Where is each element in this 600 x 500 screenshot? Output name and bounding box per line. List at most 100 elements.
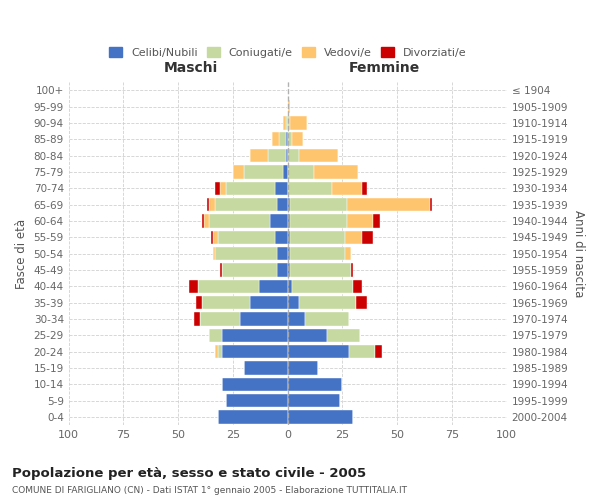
Bar [259,280,287,293]
Bar [279,132,286,146]
Bar [213,247,215,260]
Bar [209,198,215,211]
Bar [222,378,287,391]
Bar [287,312,305,326]
Text: COMUNE DI FARIGLIANO (CN) - Dati ISTAT 1° gennaio 2005 - Elaborazione TUTTITALIA: COMUNE DI FARIGLIANO (CN) - Dati ISTAT 1… [12,486,407,495]
Bar [287,280,292,293]
Bar [290,214,347,228]
Bar [213,230,218,244]
Bar [206,198,209,211]
Bar [373,214,380,228]
Bar [287,100,290,113]
Bar [277,198,287,211]
Bar [198,280,259,293]
Bar [233,165,244,178]
Bar [430,198,432,211]
Bar [292,280,353,293]
Bar [299,149,338,162]
Bar [215,198,277,211]
Bar [275,182,287,195]
Bar [287,361,319,374]
Bar [287,296,299,310]
Bar [218,410,287,424]
Bar [268,149,286,162]
Bar [215,247,277,260]
Bar [347,198,430,211]
Bar [272,132,279,146]
Bar [287,116,290,130]
Bar [189,280,198,293]
Bar [200,312,239,326]
Bar [344,247,351,260]
Bar [277,247,287,260]
Bar [286,116,287,130]
Bar [290,198,347,211]
Bar [356,296,367,310]
Bar [226,182,275,195]
Bar [290,247,344,260]
Bar [327,328,360,342]
Bar [275,230,287,244]
Bar [286,132,287,146]
Y-axis label: Anni di nascita: Anni di nascita [572,210,585,298]
Bar [292,132,303,146]
Bar [196,296,202,310]
Bar [290,230,344,244]
Bar [226,394,287,407]
Bar [347,214,373,228]
Bar [270,214,287,228]
Bar [362,182,367,195]
Bar [220,263,222,276]
Bar [349,345,376,358]
Bar [290,263,351,276]
Bar [244,361,287,374]
Bar [287,198,290,211]
Bar [287,214,290,228]
Bar [211,230,213,244]
Bar [244,165,283,178]
Bar [287,132,292,146]
Bar [287,394,340,407]
Bar [239,312,287,326]
Bar [287,149,299,162]
Bar [283,165,287,178]
Bar [209,214,270,228]
Bar [215,345,218,358]
Bar [277,263,287,276]
Bar [286,149,287,162]
Bar [218,230,275,244]
Bar [344,230,362,244]
Text: Maschi: Maschi [164,61,218,75]
Bar [299,296,356,310]
Bar [202,214,205,228]
Bar [222,345,287,358]
Bar [287,378,343,391]
Bar [250,149,268,162]
Bar [314,165,358,178]
Bar [290,116,307,130]
Bar [250,296,287,310]
Text: Popolazione per età, sesso e stato civile - 2005: Popolazione per età, sesso e stato civil… [12,468,366,480]
Text: Femmine: Femmine [349,61,419,75]
Bar [287,263,290,276]
Bar [287,182,331,195]
Bar [287,410,353,424]
Bar [220,182,226,195]
Bar [194,312,200,326]
Bar [287,247,290,260]
Bar [209,328,222,342]
Bar [215,182,220,195]
Bar [222,263,277,276]
Bar [218,345,222,358]
Bar [287,165,314,178]
Legend: Celibi/Nubili, Coniugati/e, Vedovi/e, Divorziati/e: Celibi/Nubili, Coniugati/e, Vedovi/e, Di… [104,43,471,62]
Bar [202,296,250,310]
Bar [362,230,373,244]
Y-axis label: Fasce di età: Fasce di età [15,218,28,288]
Bar [376,345,382,358]
Bar [331,182,362,195]
Bar [287,328,327,342]
Bar [283,116,286,130]
Bar [222,328,287,342]
Bar [287,345,349,358]
